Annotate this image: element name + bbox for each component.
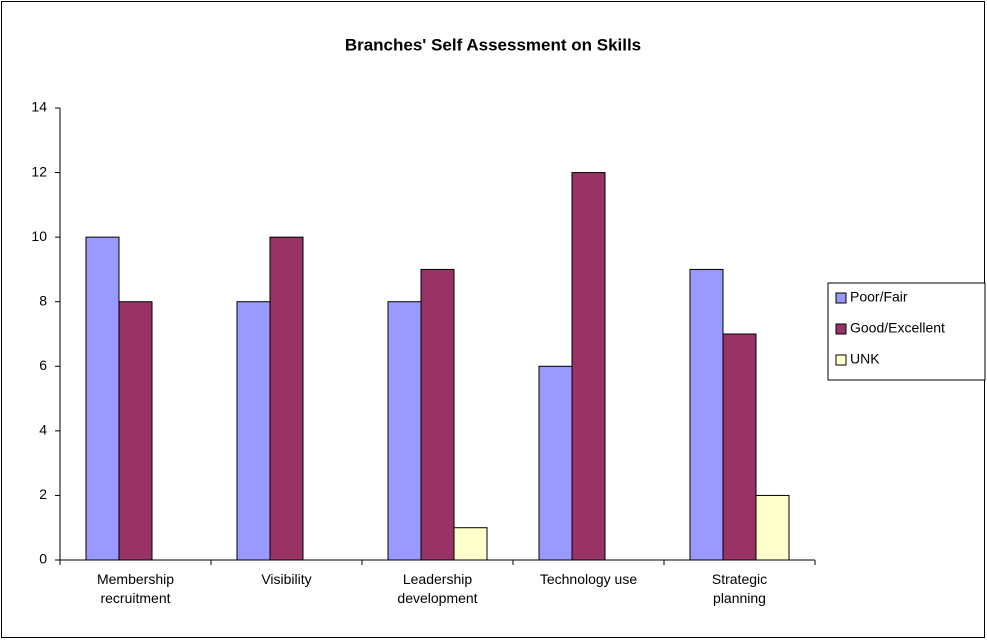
x-tick-label: Technology use [539,571,638,587]
bar [453,527,488,561]
x-tick-label: Visibility [261,571,312,587]
bar [85,236,120,561]
y-tick-label: 2 [39,486,47,502]
x-tick-label-box: Technology use [539,571,638,587]
bar [538,365,573,561]
legend-label: UNK [850,351,880,367]
x-tick-label-box: Strategic planning [711,571,768,606]
y-tick-label: 4 [39,422,47,438]
bar [689,268,724,561]
bar [420,268,455,561]
x-tick-label-box: Leadership development [397,571,478,606]
y-tick-label: 6 [39,357,47,373]
legend-swatch [835,323,847,335]
x-tick-label-box: Membership recruitment [96,571,175,606]
y-tick-label: 10 [31,228,47,244]
y-tick-label: 12 [31,163,47,179]
x-tick-label: Membership recruitment [96,571,175,606]
legend-box [827,282,986,381]
legend-label: Poor/Fair [850,289,908,305]
chart-title: Branches' Self Assessment on Skills [345,35,641,54]
y-tick-label: 0 [39,551,47,567]
legend-swatch [835,354,847,366]
bar [571,172,606,561]
bar [269,236,304,561]
legend-label: Good/Excellent [850,320,945,336]
x-tick-label: Strategic planning [711,571,768,606]
bar [722,333,757,561]
bar [118,301,153,561]
legend-swatch [835,292,847,304]
bar [387,301,422,561]
bar [236,301,271,561]
x-tick-label-box: Visibility [261,571,312,587]
y-tick-label: 14 [31,99,47,115]
y-tick-label: 8 [39,292,47,308]
bar [755,494,790,561]
x-tick-label: Leadership development [397,571,478,606]
